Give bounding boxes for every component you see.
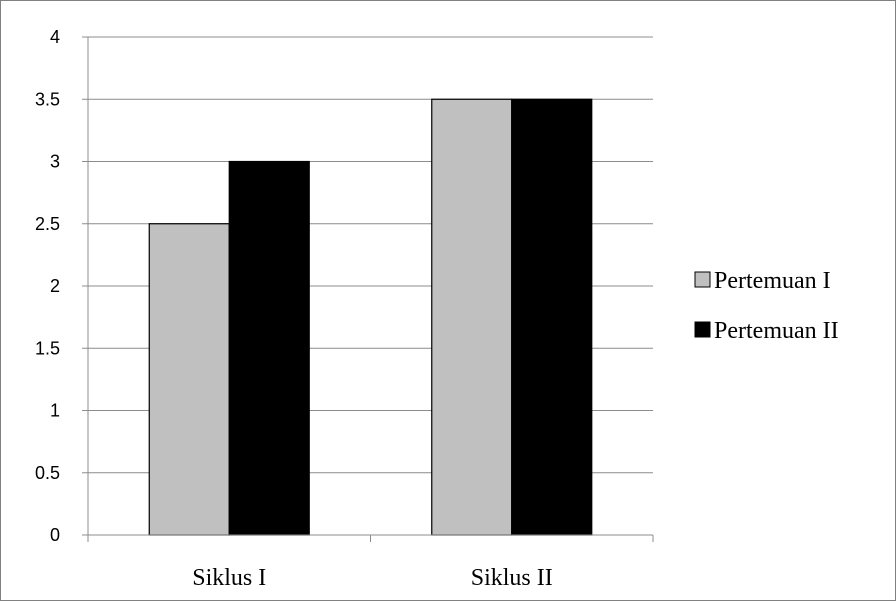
bars (148, 98, 593, 536)
bar-pertemuan-ii-siklus-i (228, 160, 310, 536)
axes (82, 36, 654, 542)
y-axis-tick-labels: 0 0.5 1 1.5 2 2.5 3 3.5 4 (35, 27, 60, 545)
legend-label: Pertemuan II (714, 318, 839, 344)
y-tick-label: 0 (50, 525, 60, 545)
x-axis-category-labels: Siklus I Siklus II (192, 565, 553, 591)
y-tick-label: 3 (50, 152, 60, 172)
y-tick-label: 2.5 (35, 214, 60, 234)
y-tick-label: 3.5 (35, 89, 60, 109)
x-category-label: Siklus II (471, 565, 553, 591)
bar-pertemuan-i-siklus-ii (431, 98, 513, 536)
y-tick-label: 0.5 (35, 463, 60, 483)
bar-pertemuan-i-siklus-i (148, 223, 230, 536)
bar-pertemuan-ii-siklus-ii (511, 98, 593, 536)
legend-swatch (694, 321, 711, 338)
y-tick-label: 4 (50, 27, 60, 47)
y-tick-label: 1.5 (35, 338, 60, 358)
legend-swatch (694, 271, 711, 288)
legend-label: Pertemuan I (714, 268, 831, 294)
y-tick-label: 1 (50, 401, 60, 421)
y-tick-label: 2 (50, 276, 60, 296)
x-category-label: Siklus I (192, 565, 266, 591)
legend: Pertemuan I Pertemuan II (694, 268, 839, 344)
